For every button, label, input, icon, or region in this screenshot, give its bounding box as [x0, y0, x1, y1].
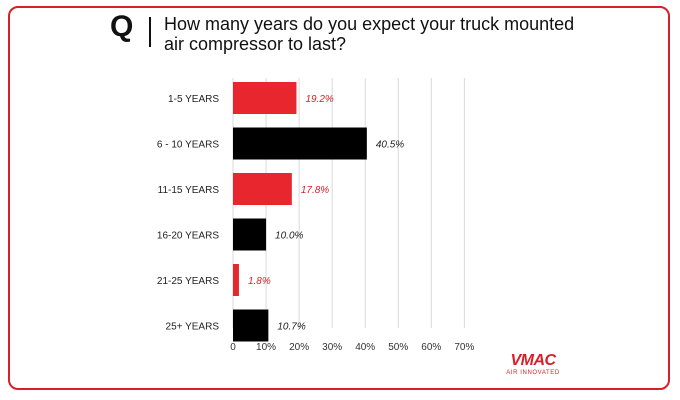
x-tick-label: 30%: [322, 342, 342, 353]
logo-wordmark: VMAC: [510, 352, 556, 369]
x-tick-label: 60%: [421, 342, 441, 353]
bar: [233, 127, 367, 160]
bar: [233, 309, 269, 342]
data-label: 19.2%: [305, 94, 333, 105]
x-tick-label: 40%: [355, 342, 375, 353]
x-tick-label: 50%: [388, 342, 408, 353]
data-label: 1.8%: [248, 276, 271, 287]
data-label: 10.7%: [277, 322, 305, 333]
x-tick-label: 70%: [454, 342, 474, 353]
bar: [233, 173, 292, 205]
x-tick-label: 20%: [289, 342, 309, 353]
category-label: 25+ YEARS: [166, 322, 220, 333]
x-tick-label: 10%: [256, 342, 276, 353]
category-label: 11-15 YEARS: [158, 185, 220, 196]
data-label: 10.0%: [275, 231, 303, 242]
category-label: 21-25 YEARS: [157, 276, 219, 287]
category-label: 6 - 10 YEARS: [157, 140, 219, 151]
x-tick-label: 0: [230, 342, 236, 353]
data-label: 40.5%: [376, 140, 404, 151]
question-divider: [149, 17, 151, 47]
category-label: 16-20 YEARS: [157, 231, 219, 242]
vmac-logo: VMAC AIR INNOVATED: [493, 352, 573, 382]
bar: [233, 82, 297, 114]
logo-tagline: AIR INNOVATED: [506, 370, 560, 376]
data-label: 17.8%: [301, 185, 329, 196]
bar: [233, 264, 239, 296]
chart-title: How many years do you expect your truck …: [164, 14, 575, 54]
question-label: Q: [110, 10, 134, 43]
category-label: 1-5 YEARS: [168, 94, 219, 105]
bar: [233, 218, 267, 251]
survey-card: [8, 6, 670, 390]
